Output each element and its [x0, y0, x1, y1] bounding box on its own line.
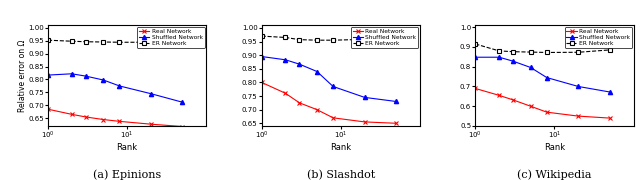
Shuffled Network: [495, 56, 503, 58]
Line: ER Network: ER Network: [260, 34, 398, 42]
ER Network: [472, 43, 479, 45]
ER Network: [99, 41, 107, 43]
Shuffled Network: [258, 55, 266, 58]
ER Network: [575, 51, 582, 53]
Shuffled Network: [509, 60, 517, 62]
Line: ER Network: ER Network: [473, 42, 612, 55]
Legend: Real Network, Shuffled Network, ER Network: Real Network, Shuffled Network, ER Netwo…: [564, 27, 632, 48]
Legend: Real Network, Shuffled Network, ER Network: Real Network, Shuffled Network, ER Netwo…: [351, 27, 418, 48]
Real Network: [472, 87, 479, 89]
Shuffled Network: [82, 75, 90, 77]
Line: Real Network: Real Network: [473, 86, 612, 120]
Shuffled Network: [606, 91, 614, 93]
Real Network: [44, 108, 52, 110]
Shuffled Network: [179, 101, 186, 103]
ER Network: [527, 51, 534, 53]
ER Network: [330, 39, 337, 41]
Real Network: [606, 117, 614, 119]
Line: Real Network: Real Network: [260, 80, 398, 125]
Shuffled Network: [330, 86, 337, 88]
ER Network: [361, 38, 369, 40]
Shuffled Network: [543, 76, 550, 79]
Real Network: [68, 113, 76, 115]
Shuffled Network: [361, 96, 369, 98]
ER Network: [543, 51, 550, 54]
Line: ER Network: ER Network: [46, 35, 184, 44]
Real Network: [147, 123, 155, 125]
Real Network: [392, 122, 400, 124]
Title: (a) Epinions: (a) Epinions: [93, 170, 161, 180]
Real Network: [509, 99, 517, 101]
Real Network: [179, 125, 186, 128]
Real Network: [361, 121, 369, 123]
Real Network: [82, 116, 90, 118]
ER Network: [392, 35, 400, 37]
ER Network: [258, 35, 266, 37]
Line: Real Network: Real Network: [46, 107, 184, 129]
Shuffled Network: [527, 66, 534, 69]
X-axis label: Rank: Rank: [116, 143, 138, 152]
Real Network: [296, 102, 303, 104]
ER Network: [606, 49, 614, 51]
Real Network: [330, 117, 337, 119]
ER Network: [116, 41, 124, 43]
Real Network: [495, 94, 503, 96]
Real Network: [313, 109, 321, 111]
ER Network: [147, 41, 155, 43]
Legend: Real Network, Shuffled Network, ER Network: Real Network, Shuffled Network, ER Netwo…: [137, 27, 205, 48]
ER Network: [68, 40, 76, 42]
X-axis label: Rank: Rank: [544, 143, 565, 152]
ER Network: [82, 41, 90, 43]
Real Network: [575, 115, 582, 117]
Title: (b) Slashdot: (b) Slashdot: [307, 170, 375, 180]
Shuffled Network: [472, 56, 479, 58]
Real Network: [116, 120, 124, 122]
Y-axis label: Relative error on Ω: Relative error on Ω: [18, 39, 27, 112]
Real Network: [258, 81, 266, 84]
Shuffled Network: [575, 85, 582, 87]
Real Network: [282, 92, 289, 94]
X-axis label: Rank: Rank: [330, 143, 351, 152]
Shuffled Network: [313, 70, 321, 73]
Title: (c) Wikipedia: (c) Wikipedia: [517, 170, 592, 180]
Shuffled Network: [68, 73, 76, 75]
ER Network: [495, 50, 503, 52]
Shuffled Network: [116, 85, 124, 87]
Shuffled Network: [99, 79, 107, 81]
Shuffled Network: [392, 100, 400, 103]
ER Network: [313, 39, 321, 41]
Line: Shuffled Network: Shuffled Network: [473, 55, 612, 94]
Line: Shuffled Network: Shuffled Network: [260, 54, 398, 104]
Shuffled Network: [282, 59, 289, 61]
Real Network: [99, 118, 107, 121]
Real Network: [527, 105, 534, 107]
ER Network: [179, 36, 186, 38]
ER Network: [509, 51, 517, 53]
Real Network: [543, 111, 550, 113]
Shuffled Network: [44, 74, 52, 76]
ER Network: [44, 39, 52, 41]
ER Network: [282, 36, 289, 39]
ER Network: [296, 39, 303, 41]
Shuffled Network: [296, 63, 303, 65]
Shuffled Network: [147, 93, 155, 95]
Line: Shuffled Network: Shuffled Network: [46, 72, 184, 104]
